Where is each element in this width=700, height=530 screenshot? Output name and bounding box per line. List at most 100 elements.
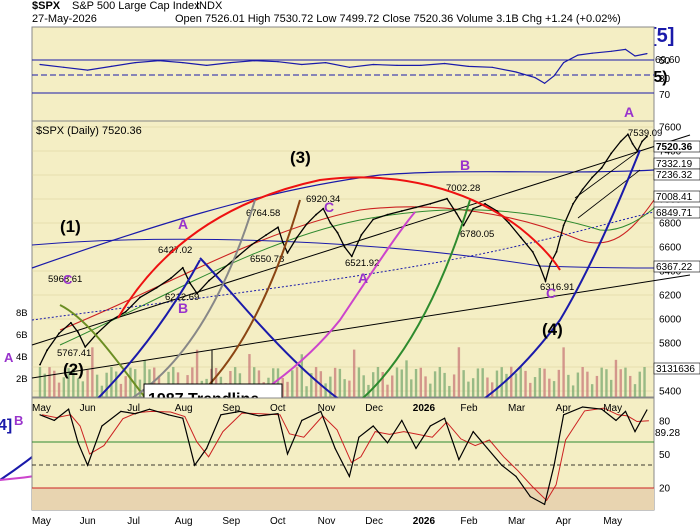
price-point bbox=[360, 234, 363, 236]
price-point bbox=[472, 207, 475, 210]
volume-bar bbox=[195, 349, 199, 397]
price-point bbox=[286, 252, 289, 254]
volume-bar bbox=[191, 367, 194, 397]
stoch-point bbox=[358, 436, 360, 438]
volume-bar bbox=[467, 381, 470, 397]
volume-bar bbox=[48, 367, 51, 397]
price-point bbox=[336, 231, 339, 234]
x-tick-price: May bbox=[603, 403, 622, 414]
price-point bbox=[329, 222, 332, 224]
volume-y-tick: 6B bbox=[16, 330, 28, 341]
volume-bar bbox=[343, 379, 346, 397]
channel-top bbox=[574, 149, 641, 199]
x-tick-price: Aug bbox=[175, 403, 193, 414]
right-axis-box bbox=[653, 190, 700, 203]
wave-label: A bbox=[4, 350, 14, 365]
volume-bar bbox=[481, 368, 484, 397]
volume-bar bbox=[53, 370, 56, 397]
volume-bar bbox=[143, 360, 146, 397]
price-point bbox=[281, 241, 284, 244]
stoch-point bbox=[429, 425, 431, 427]
volume-bar bbox=[119, 383, 123, 397]
rsi-point bbox=[515, 71, 517, 73]
right-axis-box bbox=[653, 168, 700, 181]
stoch-point bbox=[615, 419, 617, 421]
stoch-point bbox=[277, 413, 279, 415]
price-point bbox=[538, 265, 541, 268]
wave-label: A bbox=[624, 104, 634, 120]
volume-bar bbox=[424, 376, 427, 397]
stoch-point bbox=[320, 410, 322, 412]
rsi-point bbox=[610, 50, 612, 52]
rsi-point bbox=[577, 54, 579, 56]
price-y-tick: 6200 bbox=[659, 291, 682, 302]
volume-bar bbox=[533, 377, 537, 397]
volume-bar bbox=[286, 381, 289, 397]
price-point bbox=[581, 188, 584, 191]
price-point bbox=[631, 142, 634, 145]
volume-bar bbox=[590, 384, 594, 397]
stoch-point bbox=[386, 442, 389, 444]
rsi-point bbox=[110, 65, 112, 67]
volume-bar bbox=[338, 368, 342, 397]
right-axis-label: 6367.22 bbox=[656, 262, 693, 273]
price-point bbox=[350, 255, 353, 258]
x-tick-price: Mar bbox=[508, 403, 526, 414]
x-tick-price: Jun bbox=[80, 403, 96, 414]
right-axis-box bbox=[653, 260, 700, 273]
top-wave-label: [5] bbox=[650, 25, 674, 47]
price-label: 5767.41 bbox=[57, 348, 91, 359]
price-point bbox=[641, 140, 643, 143]
price-point bbox=[600, 166, 603, 169]
price-label: 5968.61 bbox=[48, 274, 82, 285]
stoch-point bbox=[401, 419, 403, 421]
price-point bbox=[296, 236, 298, 239]
price-y-tick: 5800 bbox=[659, 339, 682, 350]
volume-bar bbox=[395, 367, 399, 397]
price-point bbox=[305, 223, 308, 226]
price-point bbox=[544, 280, 547, 282]
price-series bbox=[39, 133, 648, 366]
rsi-point bbox=[491, 66, 493, 68]
stoch-point bbox=[258, 415, 260, 417]
stoch-point bbox=[206, 447, 208, 449]
stoch-y-tick: 20 bbox=[659, 484, 671, 495]
volume-bar bbox=[476, 368, 480, 397]
rsi-point bbox=[467, 65, 469, 67]
x-tick-price: Nov bbox=[318, 403, 336, 414]
volume-bar bbox=[281, 377, 284, 397]
price-y-tick: 6800 bbox=[659, 219, 682, 230]
x-tick-bottom: May bbox=[32, 516, 51, 527]
rsi-panel: 30 50 70 69.60 bbox=[31, 26, 680, 122]
volume-bar bbox=[95, 374, 99, 397]
volume-bar bbox=[72, 368, 75, 397]
price-point bbox=[619, 140, 622, 143]
volume-bar bbox=[581, 367, 584, 397]
volume-bar bbox=[214, 367, 218, 397]
volume-bar bbox=[438, 367, 442, 397]
stoch-point bbox=[624, 410, 627, 412]
volume-bar bbox=[62, 377, 65, 397]
price-point bbox=[455, 212, 458, 215]
price-y-tick: 6600 bbox=[659, 243, 682, 254]
x-tick-price: 2026 bbox=[413, 403, 436, 414]
right-axis-label: 7520.36 bbox=[656, 142, 693, 153]
volume-bar bbox=[567, 374, 570, 397]
price-point bbox=[46, 349, 48, 352]
price-labels: 5968.61 5767.41 6427.02 6212.69 6764.58 6550.… bbox=[48, 128, 662, 359]
price-panel: 5400560058006000620064006600680070007200… bbox=[16, 120, 700, 398]
price-point bbox=[139, 296, 141, 299]
volume-bar bbox=[571, 385, 575, 397]
volume-bar bbox=[300, 354, 303, 397]
volume-bar bbox=[638, 371, 641, 397]
price-point bbox=[70, 321, 72, 324]
volume-bar bbox=[352, 349, 356, 397]
rsi-point bbox=[134, 62, 136, 64]
rsi-point bbox=[444, 62, 446, 65]
price-point bbox=[236, 255, 239, 258]
volume-bar bbox=[253, 367, 256, 397]
stoch-point bbox=[120, 410, 122, 412]
volume-bar bbox=[457, 347, 461, 397]
x-axis-labels-bottom: May Jun Jul Aug Sep Oct Nov Dec 2026 Feb Mar Apr May bbox=[32, 516, 622, 527]
volume-bar bbox=[433, 371, 437, 397]
